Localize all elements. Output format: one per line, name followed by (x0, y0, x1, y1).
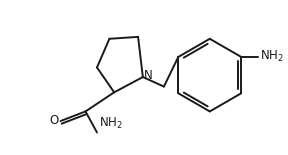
Text: O: O (49, 115, 58, 128)
Text: NH$_2$: NH$_2$ (260, 49, 284, 64)
Text: N: N (144, 69, 153, 82)
Text: NH$_2$: NH$_2$ (99, 115, 123, 131)
